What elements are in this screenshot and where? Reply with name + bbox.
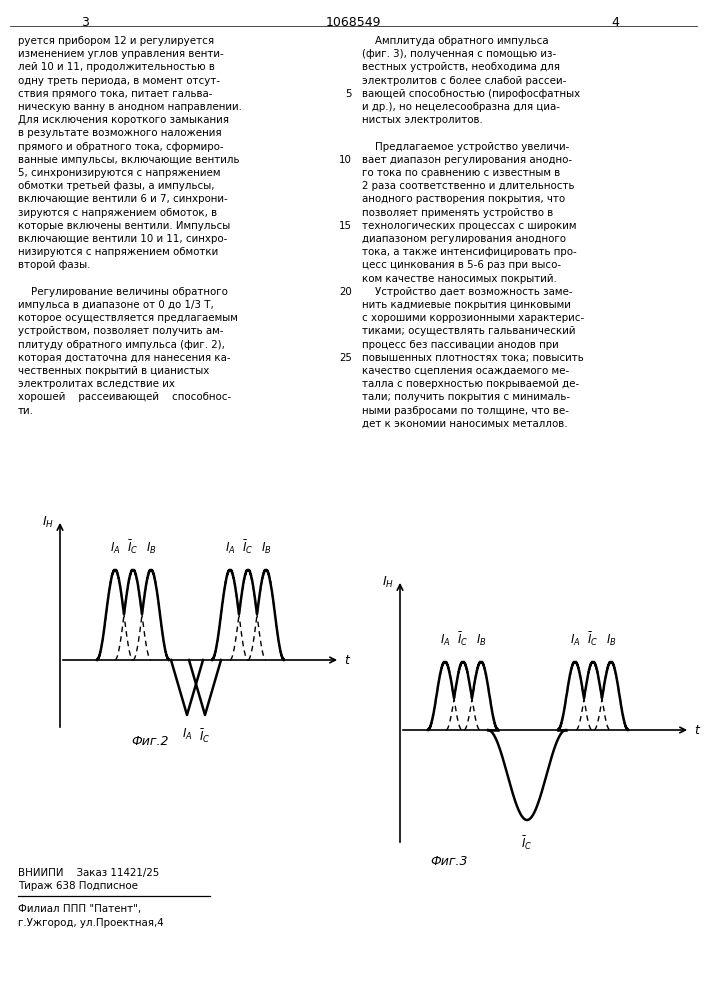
Text: и др.), но нецелесообразна для циа-: и др.), но нецелесообразна для циа- <box>362 102 560 112</box>
Text: которое осуществляется предлагаемым: которое осуществляется предлагаемым <box>18 313 238 323</box>
Text: $I_A$: $I_A$ <box>225 541 235 556</box>
Text: $\bar{I}_C$: $\bar{I}_C$ <box>457 630 469 648</box>
Text: $I_H$: $I_H$ <box>382 574 394 590</box>
Text: ванные импульсы, включающие вентиль: ванные импульсы, включающие вентиль <box>18 155 240 165</box>
Text: чественных покрытий в цианистых: чественных покрытий в цианистых <box>18 366 209 376</box>
Text: ком качестве наносимых покрытий.: ком качестве наносимых покрытий. <box>362 274 556 284</box>
Text: $\bar{I}_C$: $\bar{I}_C$ <box>243 538 254 556</box>
Text: 5, синхронизируются с напряжением: 5, синхронизируются с напряжением <box>18 168 221 178</box>
Text: нить кадмиевые покрытия цинковыми: нить кадмиевые покрытия цинковыми <box>362 300 571 310</box>
Text: Регулирование величины обратного: Регулирование величины обратного <box>18 287 228 297</box>
Text: ными разбросами по толщине, что ве-: ными разбросами по толщине, что ве- <box>362 406 569 416</box>
Text: $I_A$: $I_A$ <box>182 727 192 742</box>
Text: повышенных плотностях тока; повысить: повышенных плотностях тока; повысить <box>362 353 584 363</box>
Text: вестных устройств, необходима для: вестных устройств, необходима для <box>362 62 560 72</box>
Text: $\bar{I}_C$: $\bar{I}_C$ <box>127 538 139 556</box>
Text: $\bar{I}_C$: $\bar{I}_C$ <box>521 834 532 852</box>
Text: 1068549: 1068549 <box>325 16 381 29</box>
Text: включающие вентили 6 и 7, синхрони-: включающие вентили 6 и 7, синхрони- <box>18 194 228 204</box>
Text: Устройство дает возможность заме-: Устройство дает возможность заме- <box>362 287 573 297</box>
Text: 4: 4 <box>611 16 619 29</box>
Text: 5: 5 <box>346 89 352 99</box>
Text: которая достаточна для нанесения ка-: которая достаточна для нанесения ка- <box>18 353 230 363</box>
Text: 20: 20 <box>339 287 352 297</box>
Text: 2 раза соответственно и длительность: 2 раза соответственно и длительность <box>362 181 575 191</box>
Text: 15: 15 <box>339 221 352 231</box>
Text: Для исключения короткого замыкания: Для исключения короткого замыкания <box>18 115 229 125</box>
Text: 10: 10 <box>339 155 352 165</box>
Text: электролитов с более слабой рассеи-: электролитов с более слабой рассеи- <box>362 76 566 86</box>
Text: $I_H$: $I_H$ <box>42 514 54 530</box>
Text: (фиг. 3), полученная с помощью из-: (фиг. 3), полученная с помощью из- <box>362 49 556 59</box>
Text: Тираж 638 Подписное: Тираж 638 Подписное <box>18 881 138 891</box>
Text: вающей способностью (пирофосфатных: вающей способностью (пирофосфатных <box>362 89 580 99</box>
Text: анодного растворения покрытия, что: анодного растворения покрытия, что <box>362 194 565 204</box>
Text: Фиг.3: Фиг.3 <box>430 855 467 868</box>
Text: импульса в диапазоне от 0 до 1/3 Т,: импульса в диапазоне от 0 до 1/3 Т, <box>18 300 214 310</box>
Text: низируются с напряжением обмотки: низируются с напряжением обмотки <box>18 247 218 257</box>
Text: г.Ужгород, ул.Проектная,4: г.Ужгород, ул.Проектная,4 <box>18 918 164 928</box>
Text: го тока по сравнению с известным в: го тока по сравнению с известным в <box>362 168 560 178</box>
Text: Фиг.2: Фиг.2 <box>132 735 169 748</box>
Text: $I_A$: $I_A$ <box>440 633 450 648</box>
Text: дет к экономии наносимых металлов.: дет к экономии наносимых металлов. <box>362 419 568 429</box>
Text: тиками; осуществлять гальванический: тиками; осуществлять гальванический <box>362 326 575 336</box>
Text: $t$: $t$ <box>344 654 351 666</box>
Text: технологических процессах с широким: технологических процессах с широким <box>362 221 576 231</box>
Text: $I_A$: $I_A$ <box>110 541 120 556</box>
Text: ническую ванну в анодном направлении.: ническую ванну в анодном направлении. <box>18 102 242 112</box>
Text: ствия прямого тока, питает гальва-: ствия прямого тока, питает гальва- <box>18 89 213 99</box>
Text: позволяет применять устройство в: позволяет применять устройство в <box>362 208 554 218</box>
Text: $\bar{I}_C$: $\bar{I}_C$ <box>199 727 211 745</box>
Text: процесс без пассивации анодов при: процесс без пассивации анодов при <box>362 340 559 350</box>
Text: тока, а также интенсифицировать про-: тока, а также интенсифицировать про- <box>362 247 577 257</box>
Text: $\bar{I}_C$: $\bar{I}_C$ <box>588 630 599 648</box>
Text: включающие вентили 10 и 11, синхро-: включающие вентили 10 и 11, синхро- <box>18 234 228 244</box>
Text: Филиал ППП "Патент",: Филиал ППП "Патент", <box>18 904 141 914</box>
Text: изменением углов управления венти-: изменением углов управления венти- <box>18 49 223 59</box>
Text: которые включены вентили. Импульсы: которые включены вентили. Импульсы <box>18 221 230 231</box>
Text: руется прибором 12 и регулируется: руется прибором 12 и регулируется <box>18 36 214 46</box>
Text: нистых электролитов.: нистых электролитов. <box>362 115 483 125</box>
Text: Предлагаемое устройство увеличи-: Предлагаемое устройство увеличи- <box>362 142 569 152</box>
Text: $I_B$: $I_B$ <box>476 633 486 648</box>
Text: электролитах вследствие их: электролитах вследствие их <box>18 379 175 389</box>
Text: талла с поверхностью покрываемой де-: талла с поверхностью покрываемой де- <box>362 379 579 389</box>
Text: лей 10 и 11, продолжительностью в: лей 10 и 11, продолжительностью в <box>18 62 215 72</box>
Text: 3: 3 <box>81 16 89 29</box>
Text: $I_B$: $I_B$ <box>146 541 156 556</box>
Text: прямого и обратного тока, сформиро-: прямого и обратного тока, сформиро- <box>18 142 223 152</box>
Text: качество сцепления осаждаемого ме-: качество сцепления осаждаемого ме- <box>362 366 569 376</box>
Text: хорошей    рассеивающей    способнос-: хорошей рассеивающей способнос- <box>18 392 231 402</box>
Text: цесс цинкования в 5-6 раз при высо-: цесс цинкования в 5-6 раз при высо- <box>362 260 561 270</box>
Text: обмотки третьей фазы, а импульсы,: обмотки третьей фазы, а импульсы, <box>18 181 214 191</box>
Text: $t$: $t$ <box>694 724 701 736</box>
Text: Амплитуда обратного импульса: Амплитуда обратного импульса <box>362 36 549 46</box>
Text: вает диапазон регулирования анодно-: вает диапазон регулирования анодно- <box>362 155 572 165</box>
Text: в результате возможного наложения: в результате возможного наложения <box>18 128 221 138</box>
Text: плитуду обратного импульса (фиг. 2),: плитуду обратного импульса (фиг. 2), <box>18 340 225 350</box>
Text: одну треть периода, в момент отсут-: одну треть периода, в момент отсут- <box>18 76 220 86</box>
Text: $I_B$: $I_B$ <box>261 541 271 556</box>
Text: диапазоном регулирования анодного: диапазоном регулирования анодного <box>362 234 566 244</box>
Text: с хорошими коррозионными характерис-: с хорошими коррозионными характерис- <box>362 313 584 323</box>
Text: ти.: ти. <box>18 406 34 416</box>
Text: второй фазы.: второй фазы. <box>18 260 90 270</box>
Text: ВНИИПИ    Заказ 11421/25: ВНИИПИ Заказ 11421/25 <box>18 868 159 878</box>
Text: 25: 25 <box>339 353 352 363</box>
Text: $I_A$: $I_A$ <box>570 633 580 648</box>
Text: устройством, позволяет получить ам-: устройством, позволяет получить ам- <box>18 326 223 336</box>
Text: зируются с напряжением обмоток, в: зируются с напряжением обмоток, в <box>18 208 217 218</box>
Text: тали; получить покрытия с минималь-: тали; получить покрытия с минималь- <box>362 392 570 402</box>
Text: $I_B$: $I_B$ <box>606 633 617 648</box>
